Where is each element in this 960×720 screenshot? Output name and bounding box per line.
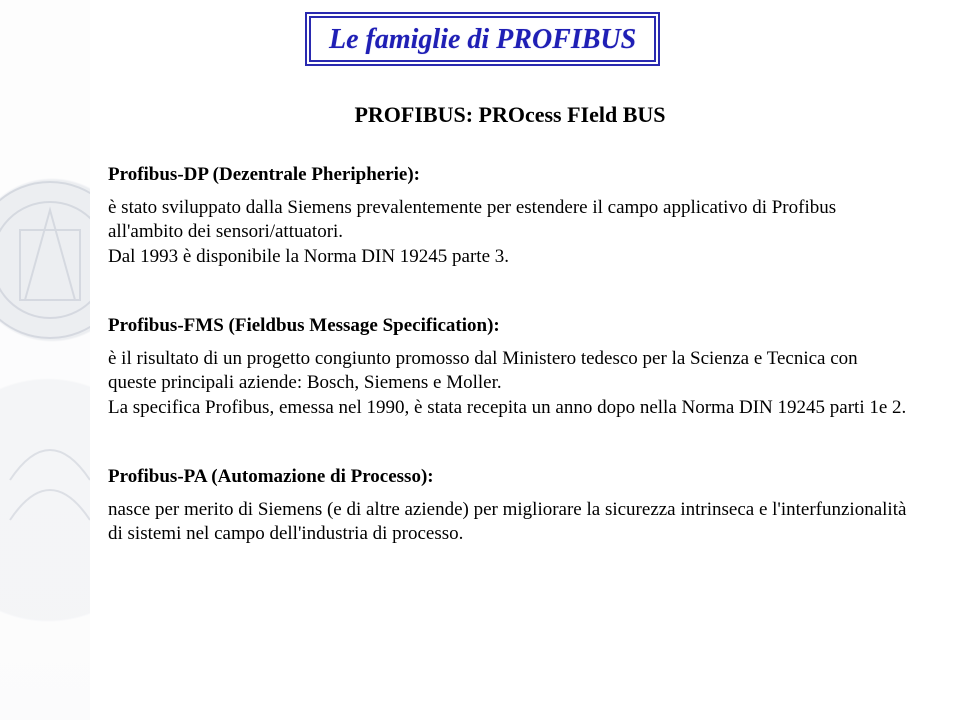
section-profibus-dp: Profibus-DP (Dezentrale Pheripherie): è …: [108, 164, 908, 269]
section-body: è stato sviluppato dalla Siemens prevale…: [108, 196, 908, 269]
sidebar-watermark-seal: [0, 0, 90, 720]
section-profibus-pa: Profibus-PA (Automazione di Processo): n…: [108, 466, 908, 547]
slide-subtitle: PROFIBUS: PROcess FIeld BUS: [100, 102, 920, 128]
slide-content: Le famiglie di PROFIBUS PROFIBUS: PROces…: [100, 0, 940, 720]
section-heading: Profibus-FMS (Fieldbus Message Specifica…: [108, 315, 908, 337]
section-body: è il risultato di un progetto congiunto …: [108, 347, 908, 420]
sidebar: Politecnico di Milano: [0, 0, 90, 720]
section-profibus-fms: Profibus-FMS (Fieldbus Message Specifica…: [108, 315, 908, 420]
institution-label: Politecnico di Milano: [0, 451, 6, 700]
section-body: nasce per merito di Siemens (e di altre …: [108, 498, 908, 547]
section-heading: Profibus-PA (Automazione di Processo):: [108, 466, 908, 488]
slide-title: Le famiglie di PROFIBUS: [305, 12, 660, 66]
section-heading: Profibus-DP (Dezentrale Pheripherie):: [108, 164, 908, 186]
